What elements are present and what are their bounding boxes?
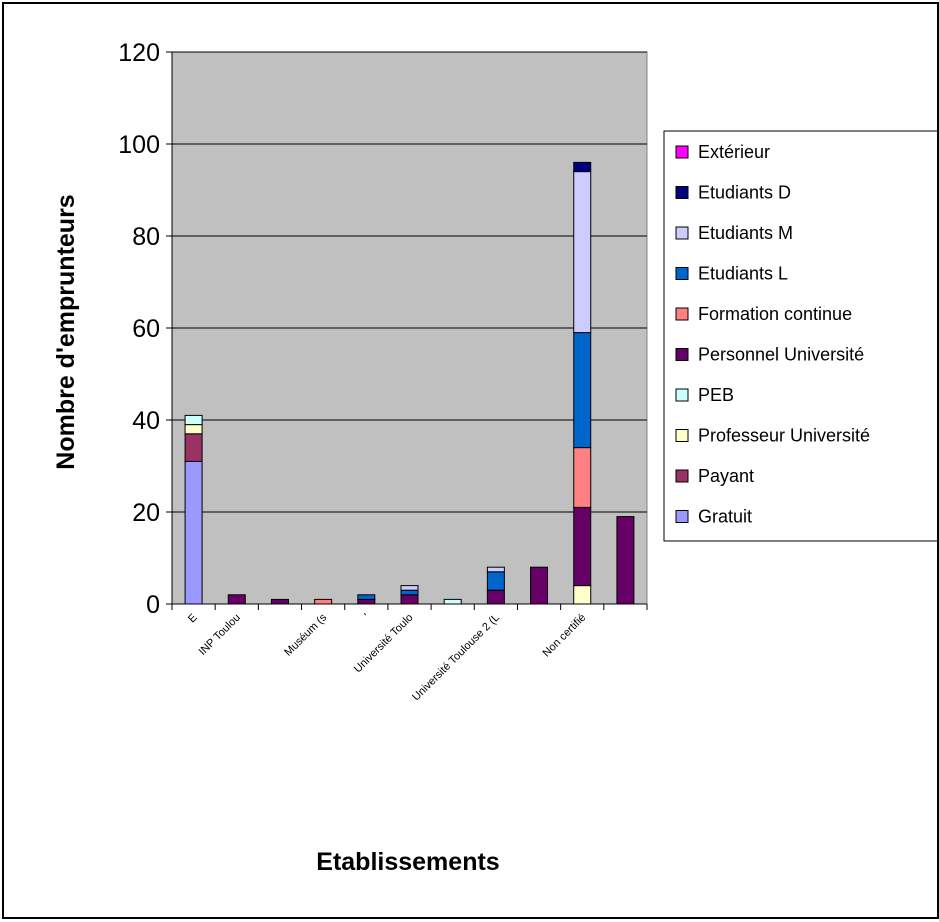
legend-swatch bbox=[675, 186, 689, 199]
legend-swatch bbox=[675, 267, 689, 280]
legend-label: Etudiants D bbox=[698, 183, 791, 203]
bar-segment bbox=[357, 598, 376, 605]
bar-segment bbox=[227, 594, 246, 605]
y-tick-label: 60 bbox=[132, 315, 160, 343]
bar-segment bbox=[184, 424, 203, 435]
y-tick-label: 0 bbox=[146, 591, 160, 619]
bar-segment bbox=[400, 594, 419, 605]
legend-swatch bbox=[675, 307, 689, 321]
y-tick-label: 40 bbox=[132, 407, 160, 435]
bar-segment bbox=[270, 598, 289, 605]
bar-segment bbox=[184, 433, 203, 462]
legend-label: Gratuit bbox=[698, 507, 752, 527]
legend-label: Payant bbox=[698, 466, 754, 486]
legend-label: Etudiants L bbox=[698, 264, 788, 284]
legend-swatch bbox=[675, 429, 689, 442]
legend-label: Etudiants M bbox=[698, 223, 793, 243]
x-axis-title: Etablissements bbox=[316, 848, 499, 876]
y-tick-label: 20 bbox=[132, 499, 160, 527]
bar-segment bbox=[616, 516, 635, 605]
x-tick-label: Non certifié bbox=[541, 612, 589, 660]
x-tick-label: Université Toulo bbox=[352, 612, 416, 676]
legend-swatch bbox=[675, 469, 689, 483]
legend-swatch bbox=[675, 348, 689, 361]
bar-segment bbox=[573, 447, 592, 508]
bar-segment bbox=[486, 566, 505, 573]
bar-segment bbox=[486, 571, 505, 591]
y-tick-label: 100 bbox=[118, 131, 160, 159]
legend-swatch bbox=[675, 388, 689, 402]
bar-segment bbox=[573, 506, 592, 587]
x-tick-label: E bbox=[186, 612, 200, 626]
bar-segment bbox=[314, 598, 333, 605]
x-tick-label: ' bbox=[362, 612, 372, 622]
y-axis-title: Nombre d'emprunteurs bbox=[52, 194, 80, 469]
x-tick-label: INP Toulou bbox=[197, 612, 243, 658]
x-tick-label: Université Toulouse 2 (L bbox=[410, 612, 502, 704]
legend-swatch bbox=[675, 226, 689, 240]
x-tick-label: Muséum (s bbox=[282, 611, 329, 658]
bar-segment bbox=[573, 332, 592, 449]
legend-swatch bbox=[675, 510, 689, 523]
legend-label: Personnel Université bbox=[698, 345, 864, 365]
legend-label: Formation continue bbox=[698, 304, 852, 324]
bar-segment bbox=[573, 161, 592, 173]
bar-segment bbox=[486, 589, 505, 605]
bar-segment bbox=[184, 414, 203, 426]
legend-swatch bbox=[675, 145, 689, 159]
legend-label: PEB bbox=[698, 385, 734, 405]
bar-segment bbox=[400, 585, 419, 591]
y-tick-label: 80 bbox=[132, 223, 160, 251]
bar-segment bbox=[573, 171, 592, 334]
bar-segment bbox=[443, 598, 462, 605]
legend-box bbox=[663, 130, 939, 542]
bar-segment bbox=[357, 594, 376, 600]
legend-label: Extérieur bbox=[698, 142, 770, 162]
bar-segment bbox=[573, 585, 592, 605]
bar-segment bbox=[400, 589, 419, 596]
bar-segment bbox=[530, 566, 549, 605]
legend-label: Professeur Université bbox=[698, 426, 870, 446]
y-tick-label: 120 bbox=[118, 39, 160, 67]
bar-segment bbox=[184, 460, 203, 605]
